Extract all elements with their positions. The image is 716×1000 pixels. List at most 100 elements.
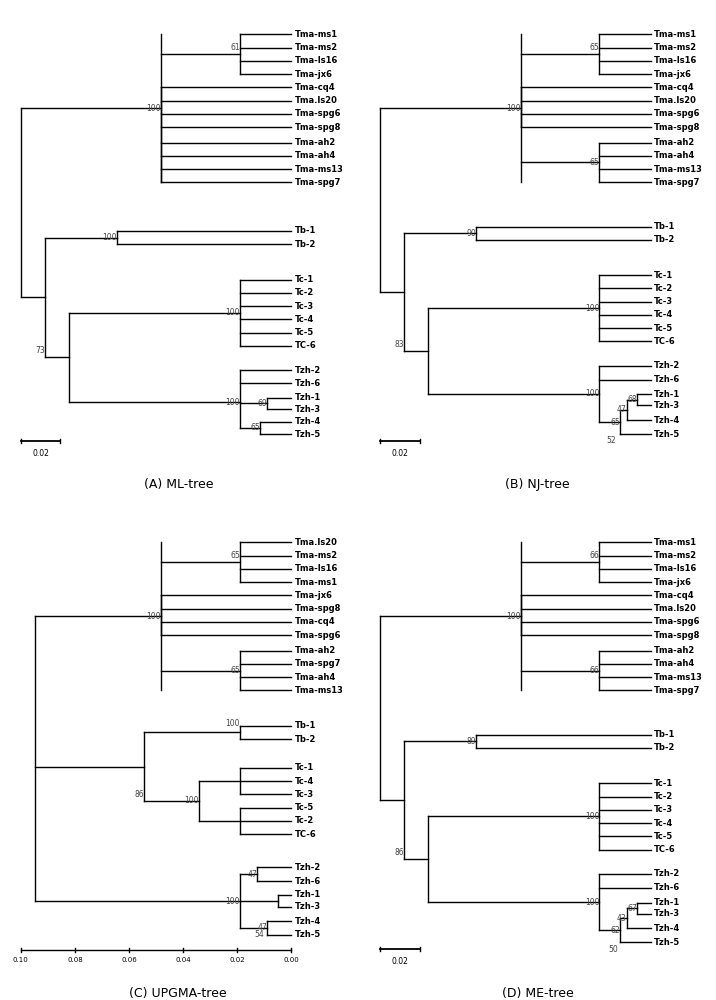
Text: 65: 65 (230, 666, 240, 675)
Text: Tzh-6: Tzh-6 (654, 375, 680, 384)
Text: Tzh-3: Tzh-3 (295, 902, 321, 911)
Text: Tc-4: Tc-4 (295, 315, 314, 324)
Text: Tc-5: Tc-5 (295, 328, 314, 337)
Text: 54: 54 (254, 930, 264, 939)
Text: Tb-2: Tb-2 (654, 235, 675, 244)
Text: Tma-spg8: Tma-spg8 (654, 123, 700, 132)
Text: Tma-ms1: Tma-ms1 (295, 578, 338, 587)
Text: Tzh-6: Tzh-6 (654, 883, 680, 892)
Text: TC-6: TC-6 (654, 845, 676, 854)
Text: Tma-ms2: Tma-ms2 (654, 43, 697, 52)
Text: (D) ME-tree: (D) ME-tree (502, 987, 574, 1000)
Text: Tzh-5: Tzh-5 (654, 430, 680, 439)
Text: 65: 65 (589, 158, 599, 167)
Text: Tb-2: Tb-2 (295, 735, 316, 744)
Text: Tma-spg6: Tma-spg6 (295, 109, 342, 118)
Text: 61: 61 (231, 43, 240, 52)
Text: 47: 47 (247, 870, 257, 879)
Text: Tma.ls20: Tma.ls20 (654, 604, 697, 613)
Text: Tma-spg7: Tma-spg7 (654, 178, 700, 187)
Text: Tma-ah4: Tma-ah4 (295, 151, 336, 160)
Text: Tzh-2: Tzh-2 (654, 361, 680, 370)
Text: 73: 73 (35, 346, 45, 355)
Text: Tb-2: Tb-2 (295, 240, 316, 249)
Text: 0.02: 0.02 (392, 957, 408, 966)
Text: Tb-1: Tb-1 (295, 226, 316, 235)
Text: Tma-jx6: Tma-jx6 (654, 70, 692, 79)
Text: 100: 100 (184, 796, 199, 805)
Text: 65: 65 (251, 424, 261, 432)
Text: (B) NJ-tree: (B) NJ-tree (505, 478, 570, 491)
Text: Tma-ms13: Tma-ms13 (295, 165, 344, 174)
Text: Tb-2: Tb-2 (654, 743, 675, 752)
Text: Tma-spg7: Tma-spg7 (295, 659, 341, 668)
Text: Tb-1: Tb-1 (295, 721, 316, 730)
Text: Tzh-2: Tzh-2 (295, 863, 321, 872)
Text: Tzh-1: Tzh-1 (654, 390, 680, 399)
Text: 100: 100 (102, 233, 117, 242)
Text: 100: 100 (147, 104, 161, 113)
Text: Tma-spg8: Tma-spg8 (295, 123, 341, 132)
Text: Tma-ms1: Tma-ms1 (654, 30, 697, 39)
Text: Tma-ah4: Tma-ah4 (654, 151, 695, 160)
Text: 62: 62 (610, 926, 620, 935)
Text: 100: 100 (585, 304, 599, 313)
Text: 90: 90 (466, 229, 476, 238)
Text: Tzh-4: Tzh-4 (654, 416, 680, 425)
Text: Tma-ls16: Tma-ls16 (654, 564, 697, 573)
Text: 83: 83 (395, 340, 405, 349)
Text: 86: 86 (395, 848, 405, 857)
Text: Tma-cq4: Tma-cq4 (654, 83, 695, 92)
Text: Tc-1: Tc-1 (295, 763, 314, 772)
Text: Tb-1: Tb-1 (654, 222, 675, 231)
Text: 100: 100 (506, 612, 521, 621)
Text: Tzh-4: Tzh-4 (295, 417, 321, 426)
Text: (A) ML-tree: (A) ML-tree (143, 478, 213, 491)
Text: 100: 100 (226, 719, 240, 728)
Text: Tc-3: Tc-3 (654, 805, 673, 814)
Text: Tzh-1: Tzh-1 (654, 898, 680, 907)
Text: 100: 100 (226, 398, 240, 407)
Text: Tb-1: Tb-1 (654, 730, 675, 739)
Text: 68: 68 (627, 395, 637, 404)
Text: Tzh-2: Tzh-2 (654, 869, 680, 878)
Text: 0.02: 0.02 (32, 449, 49, 458)
Text: 0.02: 0.02 (229, 957, 245, 963)
Text: Tc-3: Tc-3 (295, 302, 314, 311)
Text: Tma-jx6: Tma-jx6 (654, 578, 692, 587)
Text: Tc-2: Tc-2 (295, 288, 314, 297)
Text: 100: 100 (585, 812, 599, 821)
Text: Tc-5: Tc-5 (654, 832, 673, 841)
Text: 0.06: 0.06 (121, 957, 137, 963)
Text: TC-6: TC-6 (654, 337, 676, 346)
Text: Tma-jx6: Tma-jx6 (295, 591, 333, 600)
Text: 86: 86 (135, 790, 144, 799)
Text: TC-6: TC-6 (295, 830, 316, 839)
Text: Tma-ah2: Tma-ah2 (654, 138, 695, 147)
Text: Tzh-5: Tzh-5 (654, 938, 680, 947)
Text: Tzh-4: Tzh-4 (295, 917, 321, 926)
Text: Tc-2: Tc-2 (654, 792, 673, 801)
Text: Tc-5: Tc-5 (295, 803, 314, 812)
Text: Tma-ms13: Tma-ms13 (295, 686, 344, 695)
Text: Tc-4: Tc-4 (654, 310, 673, 319)
Text: Tc-5: Tc-5 (654, 324, 673, 333)
Text: 66: 66 (589, 666, 599, 675)
Text: Tma.ls20: Tma.ls20 (295, 96, 337, 105)
Text: Tc-1: Tc-1 (295, 275, 314, 284)
Text: Tc-3: Tc-3 (295, 790, 314, 799)
Text: 47: 47 (617, 405, 626, 414)
Text: Tma-spg7: Tma-spg7 (654, 686, 700, 695)
Text: Tc-1: Tc-1 (654, 779, 673, 788)
Text: Tma-ls16: Tma-ls16 (654, 56, 697, 65)
Text: 0.10: 0.10 (13, 957, 29, 963)
Text: Tzh-5: Tzh-5 (295, 430, 321, 439)
Text: Tma-ls16: Tma-ls16 (295, 56, 338, 65)
Text: Tzh-1: Tzh-1 (295, 890, 321, 899)
Text: Tc-4: Tc-4 (654, 819, 673, 828)
Text: Tzh-3: Tzh-3 (654, 909, 680, 918)
Text: (C) UPGMA-tree: (C) UPGMA-tree (130, 987, 227, 1000)
Text: Tzh-5: Tzh-5 (295, 930, 321, 939)
Text: 100: 100 (585, 898, 599, 907)
Text: Tma-ms13: Tma-ms13 (654, 673, 703, 682)
